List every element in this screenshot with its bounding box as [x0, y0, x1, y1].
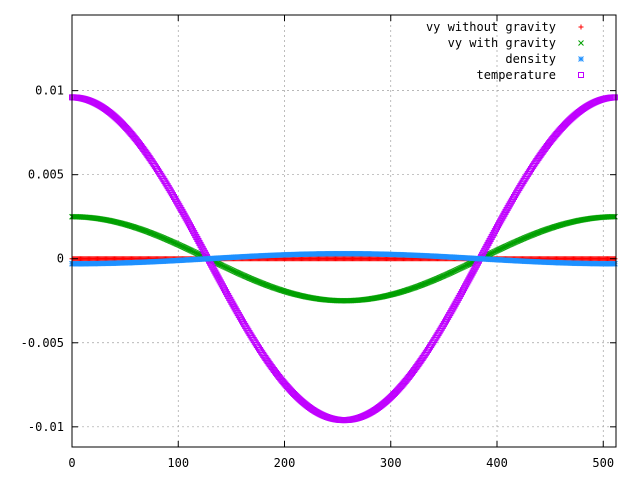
x-tick-label: 500	[592, 456, 614, 470]
axis-ticks: 0 100 200 300 400 500 -0.01 -0.005 0 0.005 0.01	[21, 15, 616, 470]
y-tick-label: -0.01	[28, 420, 64, 434]
legend-entry-label: temperature	[477, 68, 556, 82]
data-point	[612, 213, 618, 220]
data-point	[611, 94, 618, 101]
y-tick-label: 0	[57, 252, 64, 266]
plot-frame	[71, 14, 617, 448]
legend: vy without gravity vy with gravity density…	[426, 20, 584, 82]
legend-entry-marker	[578, 24, 584, 30]
data-point	[612, 260, 618, 267]
y-tick-label: 0.01	[35, 84, 64, 98]
legend-entry-label: density	[505, 52, 556, 66]
legend-entry-marker	[578, 72, 584, 78]
legend-marker	[578, 56, 584, 62]
x-tick-label: 0	[68, 456, 75, 470]
legend-entry-marker	[578, 40, 584, 46]
legend-entry-label: vy without gravity	[426, 20, 556, 34]
x-tick-label: 300	[380, 456, 402, 470]
legend-entry-marker	[578, 56, 584, 62]
series-temperature	[69, 94, 618, 424]
x-tick-label: 400	[486, 456, 508, 470]
series-density	[69, 250, 618, 267]
x-tick-label: 200	[274, 456, 296, 470]
x-tick-label: 100	[167, 456, 189, 470]
y-tick-label: 0.005	[28, 168, 64, 182]
legend-marker	[578, 40, 584, 46]
legend-marker	[578, 72, 584, 78]
y-tick-label: -0.005	[21, 336, 64, 350]
series-layer	[69, 94, 618, 424]
data-point	[609, 213, 616, 220]
legend-entry-label: vy with gravity	[448, 36, 556, 50]
series-vy-with-gravity	[69, 213, 618, 304]
legend-marker	[578, 24, 584, 30]
